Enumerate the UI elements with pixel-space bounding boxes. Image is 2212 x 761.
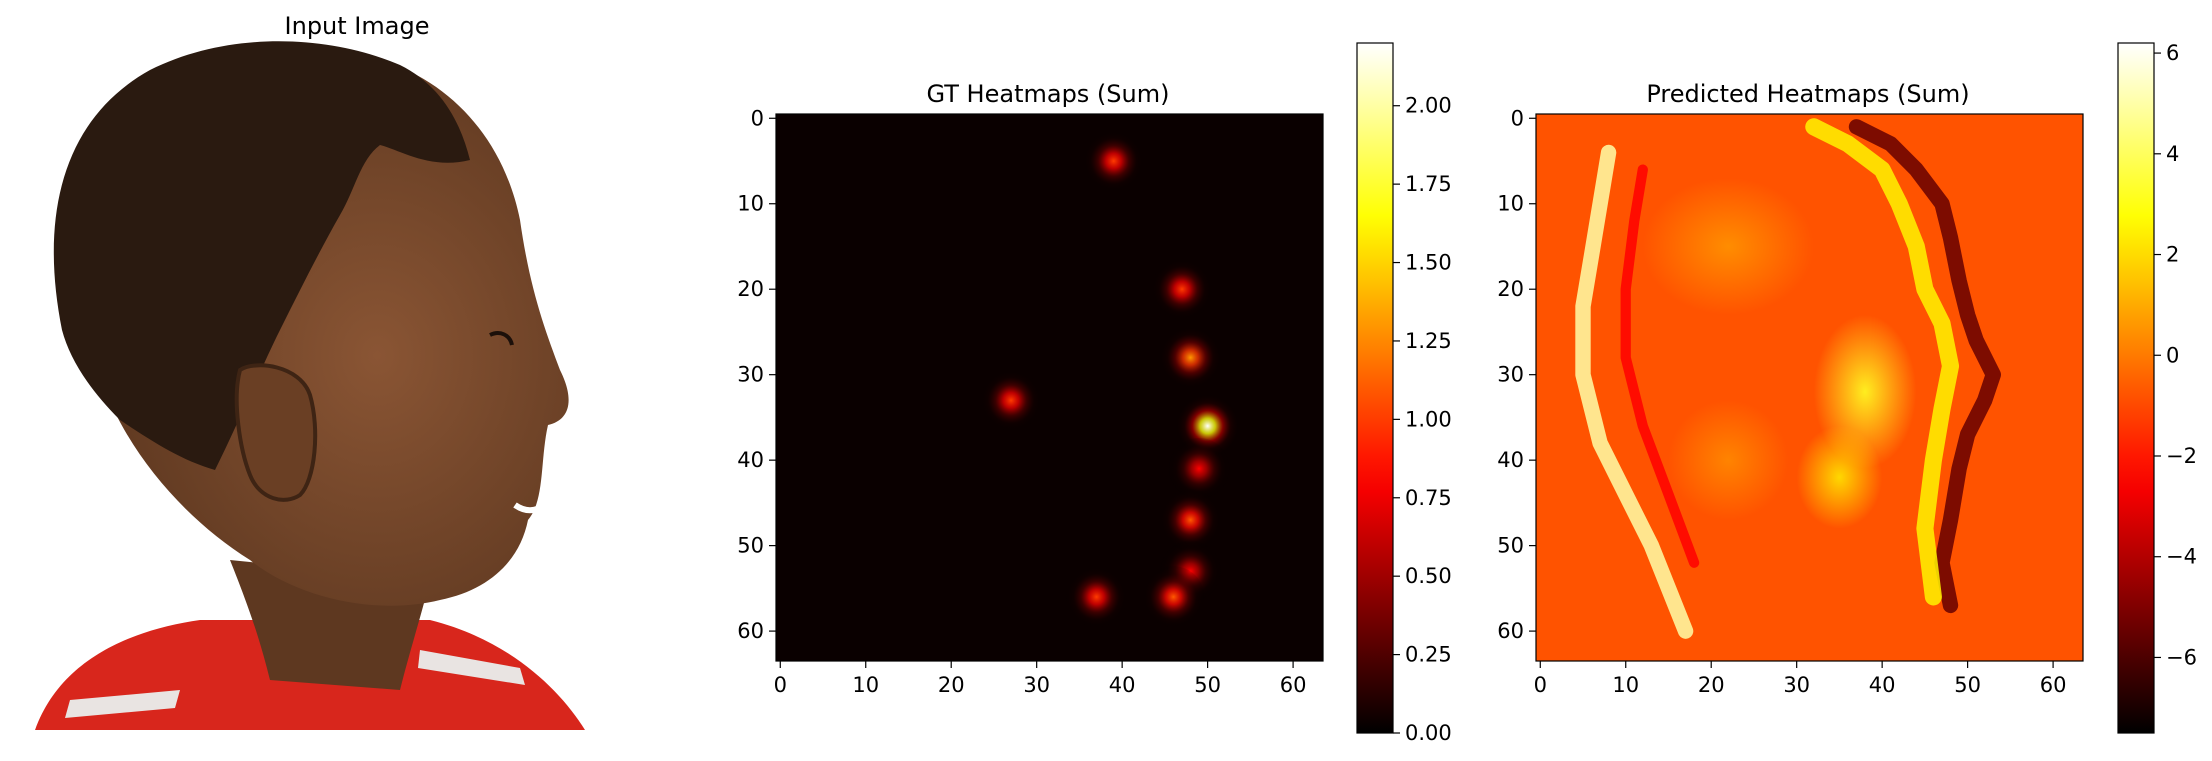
gt-axes-frame	[775, 113, 1324, 662]
pred-contour-line	[1805, 118, 1960, 606]
pred-y-tick-label: 30	[1497, 363, 1524, 387]
input-photo	[14, 41, 614, 730]
gt-title: GT Heatmaps (Sum)	[927, 80, 1170, 108]
pred-y-tick-label: 60	[1497, 619, 1524, 643]
gt-colorbar-tick-label: 1.25	[1405, 329, 1452, 353]
pred-colorbar-tick-label: −4	[2166, 545, 2197, 569]
pred-x-tick-label: 50	[1954, 673, 1981, 697]
pred-y-tick-label: 50	[1497, 534, 1524, 558]
gt-y-tick-label: 0	[751, 106, 764, 130]
gt-y-tick-label: 50	[737, 534, 764, 558]
gt-x-tick-label: 50	[1194, 673, 1221, 697]
gt-colorbar-tick-label: 2.00	[1405, 94, 1452, 118]
pred-y-tick-label: 40	[1497, 448, 1524, 472]
gt-axes-background	[776, 114, 1323, 661]
pred-blob	[1642, 178, 1814, 315]
pred-x-tick-label: 30	[1783, 673, 1810, 697]
pred-axes-frame	[1535, 113, 2084, 662]
pred-colorbar-tick-label: 2	[2166, 243, 2179, 267]
gt-y-tick-label: 10	[737, 192, 764, 216]
pred-blob	[1668, 400, 1789, 520]
pred-colorbar-tick-label: −6	[2166, 645, 2197, 669]
gt-x-tick-label: 10	[852, 673, 879, 697]
gt-heatmap-panel: GT Heatmaps (Sum) 0 10 20 30 40 50 60 0 10 20 30 40…	[737, 42, 1452, 745]
pred-contour-line	[1848, 119, 2001, 614]
gt-colorbar-tick-label: 0.00	[1405, 721, 1452, 745]
gt-y-tick-label: 60	[737, 619, 764, 643]
pred-contour-line	[1620, 164, 1700, 568]
pred-blob	[1796, 425, 1883, 529]
gt-colorbar-tick-label: 0.75	[1405, 486, 1452, 510]
input-image-title: Input Image	[285, 12, 430, 40]
gt-peak	[1159, 489, 1222, 551]
ear	[234, 363, 318, 502]
pred-y-tick-label: 0	[1511, 106, 1524, 130]
pred-colorbar-tick-label: 6	[2166, 41, 2179, 65]
pred-x-tick-label: 0	[1534, 673, 1547, 697]
gt-colorbar-tick-label: 1.00	[1405, 407, 1452, 431]
gt-y-tick-label: 30	[737, 363, 764, 387]
gt-peak	[1168, 437, 1230, 500]
gt-colorbar	[1356, 42, 1394, 734]
gt-x-tick-label: 30	[1023, 673, 1050, 697]
pred-colorbar-tick-label: 0	[2166, 343, 2179, 367]
hair	[53, 41, 470, 470]
gt-y-tick-label: 40	[737, 448, 764, 472]
pred-y-tick-label: 20	[1497, 277, 1524, 301]
pred-x-tick-label: 40	[1869, 673, 1896, 697]
gt-peak	[1065, 566, 1128, 628]
gt-colorbar-tick-label: 1.50	[1405, 251, 1452, 275]
gt-x-tick-label: 20	[938, 673, 965, 697]
pred-title: Predicted Heatmaps (Sum)	[1646, 80, 1969, 108]
pred-contour-line	[1575, 144, 1694, 639]
gt-peak	[1159, 326, 1222, 389]
pred-heatmap-panel: Predicted Heatmaps (Sum) 0 10 20 30 40 50 6001…	[1497, 41, 2197, 734]
pred-x-tick-label: 10	[1612, 673, 1639, 697]
gt-peak	[1082, 130, 1145, 192]
pred-colorbar-tick-label: −2	[2166, 444, 2197, 468]
gt-peak	[1151, 258, 1213, 320]
gt-y-tick-label: 20	[737, 277, 764, 301]
gt-peak	[1142, 566, 1205, 628]
gt-peak	[980, 369, 1042, 432]
pred-colorbar-tick-label: 4	[2166, 142, 2179, 166]
pred-x-tick-label: 60	[2040, 673, 2067, 697]
pred-y-tick-label: 10	[1497, 192, 1524, 216]
pred-colorbar	[2117, 42, 2155, 734]
gt-x-tick-label: 40	[1109, 673, 1136, 697]
pred-axes-background	[1536, 114, 2083, 661]
gt-x-tick-label: 60	[1280, 673, 1307, 697]
gt-colorbar-tick-label: 1.75	[1405, 172, 1452, 196]
gt-colorbar-tick-label: 0.50	[1405, 564, 1452, 588]
gt-x-tick-label: 0	[774, 673, 787, 697]
gt-colorbar-tick-label: 0.25	[1405, 643, 1452, 667]
input-image-panel: Input Image	[14, 12, 614, 730]
pred-x-tick-label: 20	[1698, 673, 1725, 697]
